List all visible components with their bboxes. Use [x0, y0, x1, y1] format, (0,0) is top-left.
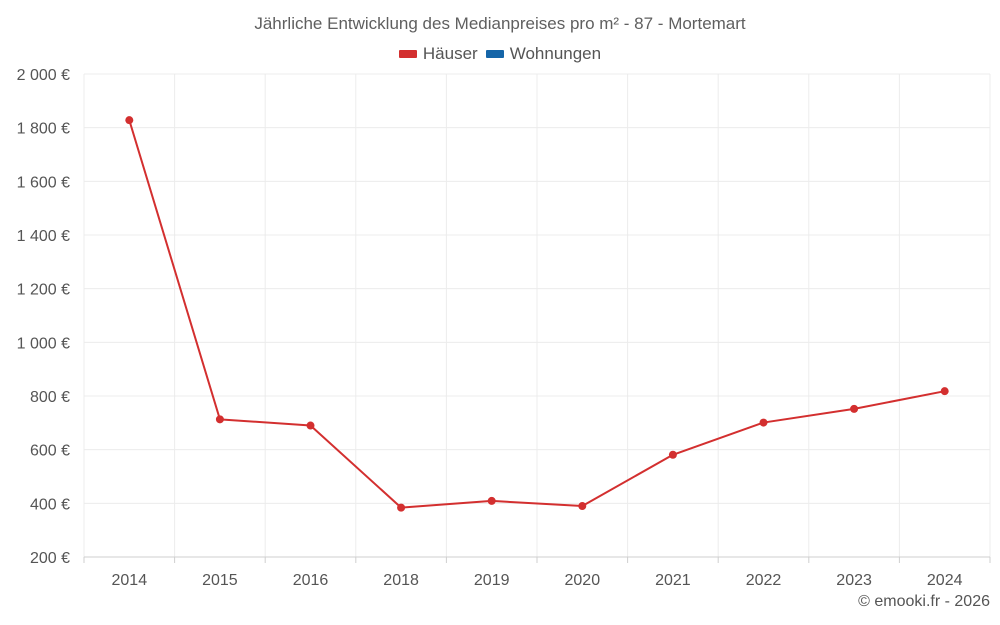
y-tick-label: 1 800 € — [17, 121, 70, 138]
data-point[interactable] — [668, 450, 677, 459]
credit-text: © emooki.fr - 2026 — [858, 593, 990, 610]
x-axis: 2014 2015 2016 2018 2019 2020 2021 2022 2023 2024 — [83, 556, 991, 589]
x-tick-label: 2014 — [112, 572, 148, 589]
y-tick-label: 200 € — [30, 550, 70, 567]
series-group — [125, 116, 949, 512]
y-tick-label: 1 600 € — [17, 174, 70, 191]
legend-label-wohnungen: Wohnungen — [509, 44, 602, 63]
data-point[interactable] — [215, 415, 224, 424]
data-point[interactable] — [125, 116, 134, 125]
data-point[interactable] — [306, 421, 315, 430]
y-tick-label: 400 € — [30, 496, 70, 513]
legend-label-haeuser: Häuser — [422, 44, 478, 63]
series-line-haeuser — [128, 119, 945, 509]
y-tick-label: 600 € — [30, 443, 70, 460]
data-point[interactable] — [487, 496, 496, 505]
x-tick-label: 2021 — [655, 572, 691, 589]
x-tick-label: 2019 — [474, 572, 510, 589]
y-tick-label: 1 400 € — [17, 228, 70, 245]
x-tick-label: 2023 — [836, 572, 872, 589]
y-axis: 200 € 400 € 600 € 800 € 1 000 € 1 200 € 1 400 … — [17, 67, 70, 567]
data-point[interactable] — [850, 404, 859, 413]
x-tick-label: 2018 — [383, 572, 419, 589]
x-tick-label: 2020 — [565, 572, 601, 589]
y-tick-label: 1 000 € — [17, 335, 70, 352]
legend-swatch-wohnungen — [485, 50, 504, 58]
data-point[interactable] — [578, 502, 587, 511]
data-point[interactable] — [759, 418, 768, 427]
legend-swatch-haeuser — [398, 50, 417, 58]
x-tick-label: 2022 — [746, 572, 782, 589]
legend-item-haeuser[interactable]: Häuser — [398, 44, 478, 64]
x-tick-label: 2015 — [202, 572, 238, 589]
y-tick-label: 800 € — [30, 389, 70, 406]
grid-lines — [83, 73, 991, 558]
data-point[interactable] — [397, 503, 406, 512]
legend-item-wohnungen[interactable]: Wohnungen — [485, 44, 602, 64]
chart-title: Jährliche Entwicklung des Medianpreises … — [254, 14, 746, 33]
chart-legend: Häuser Wohnungen — [0, 44, 1000, 64]
x-tick-label: 2016 — [293, 572, 329, 589]
x-tick-label: 2024 — [927, 572, 963, 589]
y-tick-label: 1 200 € — [17, 282, 70, 299]
y-tick-label: 2 000 € — [17, 67, 70, 84]
data-point[interactable] — [940, 387, 949, 396]
